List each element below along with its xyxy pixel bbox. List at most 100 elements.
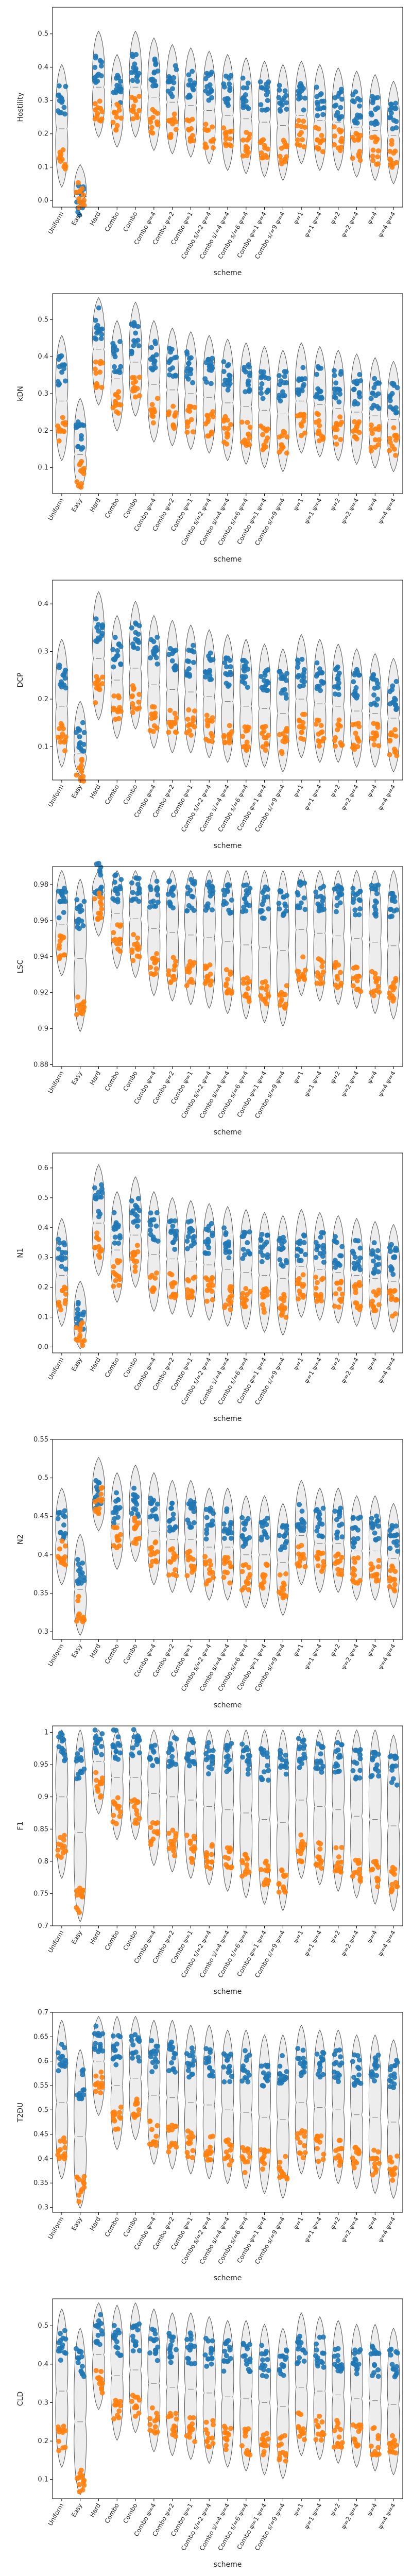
y-tick-label: 0.1 xyxy=(38,163,48,171)
data-point-blue xyxy=(203,2335,209,2341)
data-point-orange xyxy=(150,420,156,426)
y-tick-label: 1 xyxy=(44,1729,48,1737)
data-point-blue xyxy=(59,1264,64,1269)
data-point-orange xyxy=(117,1277,123,1282)
data-point-orange xyxy=(150,729,156,735)
data-point-orange xyxy=(60,147,66,152)
x-tick-label: ψ=1 xyxy=(292,784,305,799)
data-point-orange xyxy=(187,1838,193,1844)
data-point-blue xyxy=(284,671,290,676)
data-point-orange xyxy=(147,116,153,122)
data-point-orange xyxy=(332,133,337,139)
data-point-orange xyxy=(203,1581,209,1587)
data-point-blue xyxy=(337,1752,342,1758)
data-point-blue xyxy=(259,391,264,396)
data-point-blue xyxy=(117,2353,123,2359)
data-point-orange xyxy=(357,1578,363,1583)
x-axis-label: scheme xyxy=(214,555,242,564)
data-point-blue xyxy=(375,380,381,385)
data-point-orange xyxy=(167,1559,173,1565)
data-point-blue xyxy=(369,94,375,99)
data-point-blue xyxy=(266,79,271,84)
data-point-orange xyxy=(186,2134,192,2140)
data-point-blue xyxy=(112,635,118,640)
data-point-orange xyxy=(191,1834,197,1839)
data-point-blue xyxy=(203,1751,209,1756)
data-point-orange xyxy=(228,1564,234,1570)
data-point-orange xyxy=(203,2419,209,2425)
data-point-orange xyxy=(203,1561,209,1567)
data-point-blue xyxy=(353,1774,359,1780)
data-point-blue xyxy=(282,88,288,94)
data-point-orange xyxy=(318,138,324,144)
data-point-orange xyxy=(99,1485,105,1490)
data-point-blue xyxy=(209,363,214,369)
data-point-orange xyxy=(351,2165,357,2171)
data-point-orange xyxy=(99,906,105,912)
y-axis-label: T2ĐU xyxy=(16,2103,25,2123)
data-point-blue xyxy=(352,2082,357,2088)
data-point-orange xyxy=(166,972,171,977)
data-point-orange xyxy=(115,707,121,713)
data-point-blue xyxy=(111,364,117,369)
data-point-blue xyxy=(62,1758,67,1764)
data-point-orange xyxy=(152,960,158,965)
data-point-orange xyxy=(117,1814,123,1819)
data-point-blue xyxy=(281,380,287,385)
data-point-orange xyxy=(261,137,266,143)
data-point-orange xyxy=(111,2416,116,2421)
data-point-orange xyxy=(373,426,379,432)
data-point-orange xyxy=(63,1562,68,1568)
data-point-blue xyxy=(336,670,342,676)
data-point-blue xyxy=(389,1525,395,1531)
data-point-orange xyxy=(205,978,211,984)
x-tick-label: ψ=2 ψ=4 xyxy=(339,1070,360,1098)
data-point-orange xyxy=(226,1849,232,1855)
data-point-orange xyxy=(94,678,100,684)
data-point-blue xyxy=(154,634,160,640)
data-point-orange xyxy=(281,138,286,143)
data-point-orange xyxy=(376,437,382,443)
data-point-blue xyxy=(110,1742,116,1748)
data-point-orange xyxy=(393,978,399,984)
data-point-blue xyxy=(301,382,307,387)
data-point-blue xyxy=(148,357,153,362)
data-point-blue xyxy=(301,670,307,675)
data-point-orange xyxy=(301,118,306,124)
data-point-blue xyxy=(167,2345,173,2351)
data-point-orange xyxy=(80,1887,86,1893)
data-point-blue xyxy=(60,2054,65,2059)
data-point-blue xyxy=(350,886,356,891)
data-point-blue xyxy=(239,1534,245,1539)
data-point-orange xyxy=(245,419,250,425)
data-point-blue xyxy=(184,351,190,357)
data-point-orange xyxy=(220,125,226,131)
data-point-orange xyxy=(153,2133,159,2139)
data-point-orange xyxy=(148,1563,154,1568)
data-point-blue xyxy=(276,901,282,906)
data-point-orange xyxy=(170,1555,176,1561)
violin xyxy=(368,1495,382,1601)
data-point-blue xyxy=(96,2318,101,2324)
data-point-blue xyxy=(262,1242,268,1247)
data-point-orange xyxy=(111,1812,116,1818)
data-point-orange xyxy=(149,410,155,415)
data-point-blue xyxy=(208,657,214,663)
data-point-blue xyxy=(333,380,339,386)
data-point-orange xyxy=(173,127,179,132)
x-axis-label: scheme xyxy=(214,1128,242,1137)
data-point-blue xyxy=(242,1747,247,1753)
data-point-blue xyxy=(277,2063,283,2069)
data-point-orange xyxy=(375,161,381,167)
data-point-blue xyxy=(92,2031,97,2037)
data-point-blue xyxy=(284,1260,289,1265)
data-point-blue xyxy=(301,1745,306,1751)
data-point-blue xyxy=(166,879,172,885)
data-point-orange xyxy=(184,419,190,425)
data-point-orange xyxy=(148,2142,154,2147)
data-point-orange xyxy=(276,1889,282,1895)
data-point-blue xyxy=(95,2030,101,2036)
data-point-blue xyxy=(186,1763,192,1769)
data-point-blue xyxy=(371,692,377,698)
data-point-blue xyxy=(93,1195,98,1201)
